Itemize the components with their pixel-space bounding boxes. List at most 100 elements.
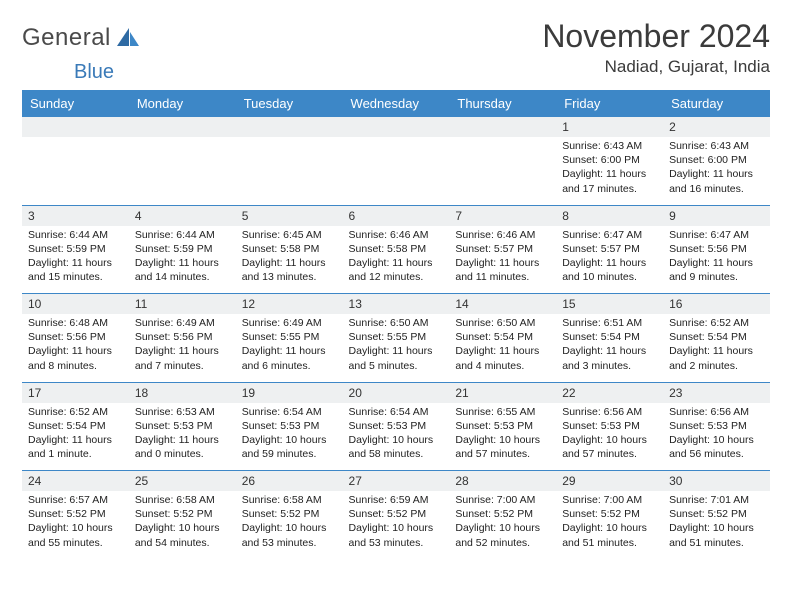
day-detail-cell: Sunrise: 7:01 AMSunset: 5:52 PMDaylight:… (663, 491, 770, 559)
day-detail-cell: Sunrise: 6:50 AMSunset: 5:55 PMDaylight:… (343, 314, 450, 382)
day-detail-cell (22, 137, 129, 205)
sunset-text: Sunset: 5:54 PM (28, 419, 123, 433)
sunrise-text: Sunrise: 6:46 AM (349, 228, 444, 242)
sunset-text: Sunset: 5:57 PM (455, 242, 550, 256)
sunset-text: Sunset: 5:58 PM (242, 242, 337, 256)
sunset-text: Sunset: 5:54 PM (455, 330, 550, 344)
day-number-cell: 6 (343, 205, 450, 226)
daylight-text-1: Daylight: 11 hours (669, 344, 764, 358)
day-number-cell: 22 (556, 382, 663, 403)
day-number-cell: 29 (556, 471, 663, 492)
detail-row: Sunrise: 6:48 AMSunset: 5:56 PMDaylight:… (22, 314, 770, 382)
daylight-text-2: and 1 minute. (28, 447, 123, 461)
daylight-text-2: and 51 minutes. (669, 536, 764, 550)
daynum-row: 10111213141516 (22, 294, 770, 315)
day-detail-cell (343, 137, 450, 205)
daynum-row: 17181920212223 (22, 382, 770, 403)
sunset-text: Sunset: 5:58 PM (349, 242, 444, 256)
daylight-text-1: Daylight: 11 hours (242, 256, 337, 270)
day-number-cell: 23 (663, 382, 770, 403)
sunrise-text: Sunrise: 6:46 AM (455, 228, 550, 242)
day-number-cell: 20 (343, 382, 450, 403)
day-number-cell: 25 (129, 471, 236, 492)
day-detail-cell: Sunrise: 6:47 AMSunset: 5:57 PMDaylight:… (556, 226, 663, 294)
sunset-text: Sunset: 6:00 PM (669, 153, 764, 167)
sunset-text: Sunset: 5:57 PM (562, 242, 657, 256)
detail-row: Sunrise: 6:43 AMSunset: 6:00 PMDaylight:… (22, 137, 770, 205)
sunrise-text: Sunrise: 6:43 AM (562, 139, 657, 153)
sunrise-text: Sunrise: 6:57 AM (28, 493, 123, 507)
day-detail-cell: Sunrise: 6:43 AMSunset: 6:00 PMDaylight:… (556, 137, 663, 205)
detail-row: Sunrise: 6:57 AMSunset: 5:52 PMDaylight:… (22, 491, 770, 559)
day-detail-cell (449, 137, 556, 205)
logo-word-blue: Blue (74, 61, 114, 83)
sunset-text: Sunset: 6:00 PM (562, 153, 657, 167)
daylight-text-1: Daylight: 11 hours (455, 344, 550, 358)
day-detail-cell: Sunrise: 6:59 AMSunset: 5:52 PMDaylight:… (343, 491, 450, 559)
day-number-cell: 14 (449, 294, 556, 315)
day-detail-cell: Sunrise: 7:00 AMSunset: 5:52 PMDaylight:… (556, 491, 663, 559)
daylight-text-2: and 58 minutes. (349, 447, 444, 461)
day-number-cell: 10 (22, 294, 129, 315)
daylight-text-1: Daylight: 11 hours (562, 167, 657, 181)
day-number-cell: 12 (236, 294, 343, 315)
daylight-text-2: and 7 minutes. (135, 359, 230, 373)
day-detail-cell: Sunrise: 6:57 AMSunset: 5:52 PMDaylight:… (22, 491, 129, 559)
daylight-text-1: Daylight: 11 hours (242, 344, 337, 358)
day-detail-cell: Sunrise: 6:45 AMSunset: 5:58 PMDaylight:… (236, 226, 343, 294)
daynum-row: 3456789 (22, 205, 770, 226)
sunrise-text: Sunrise: 6:49 AM (242, 316, 337, 330)
sunrise-text: Sunrise: 7:00 AM (562, 493, 657, 507)
day-number-cell (449, 117, 556, 137)
daylight-text-2: and 59 minutes. (242, 447, 337, 461)
day-number-cell: 16 (663, 294, 770, 315)
daylight-text-1: Daylight: 11 hours (562, 256, 657, 270)
day-number-cell: 5 (236, 205, 343, 226)
sunrise-text: Sunrise: 6:44 AM (135, 228, 230, 242)
page-title: November 2024 (542, 18, 770, 55)
daylight-text-2: and 8 minutes. (28, 359, 123, 373)
daynum-row: 24252627282930 (22, 471, 770, 492)
sunrise-text: Sunrise: 6:58 AM (242, 493, 337, 507)
day-detail-cell: Sunrise: 6:48 AMSunset: 5:56 PMDaylight:… (22, 314, 129, 382)
sunrise-text: Sunrise: 6:50 AM (455, 316, 550, 330)
sunset-text: Sunset: 5:52 PM (669, 507, 764, 521)
daylight-text-1: Daylight: 10 hours (669, 521, 764, 535)
day-number-cell (129, 117, 236, 137)
day-detail-cell: Sunrise: 6:54 AMSunset: 5:53 PMDaylight:… (343, 403, 450, 471)
daylight-text-2: and 12 minutes. (349, 270, 444, 284)
daylight-text-2: and 55 minutes. (28, 536, 123, 550)
day-detail-cell: Sunrise: 6:54 AMSunset: 5:53 PMDaylight:… (236, 403, 343, 471)
daylight-text-1: Daylight: 11 hours (135, 256, 230, 270)
day-detail-cell: Sunrise: 6:46 AMSunset: 5:58 PMDaylight:… (343, 226, 450, 294)
daylight-text-1: Daylight: 10 hours (669, 433, 764, 447)
sunset-text: Sunset: 5:53 PM (135, 419, 230, 433)
daylight-text-2: and 10 minutes. (562, 270, 657, 284)
weekday-header: Wednesday (343, 90, 450, 117)
sunset-text: Sunset: 5:54 PM (562, 330, 657, 344)
daylight-text-1: Daylight: 11 hours (28, 433, 123, 447)
daylight-text-2: and 6 minutes. (242, 359, 337, 373)
daylight-text-1: Daylight: 10 hours (349, 521, 444, 535)
day-detail-cell: Sunrise: 6:52 AMSunset: 5:54 PMDaylight:… (663, 314, 770, 382)
sunset-text: Sunset: 5:53 PM (349, 419, 444, 433)
daylight-text-1: Daylight: 10 hours (562, 521, 657, 535)
logo: General (22, 18, 143, 53)
sunset-text: Sunset: 5:53 PM (669, 419, 764, 433)
day-detail-cell: Sunrise: 6:46 AMSunset: 5:57 PMDaylight:… (449, 226, 556, 294)
day-number-cell: 18 (129, 382, 236, 403)
sunrise-text: Sunrise: 6:54 AM (349, 405, 444, 419)
day-number-cell: 30 (663, 471, 770, 492)
daylight-text-1: Daylight: 10 hours (455, 521, 550, 535)
day-detail-cell: Sunrise: 6:58 AMSunset: 5:52 PMDaylight:… (129, 491, 236, 559)
sunrise-text: Sunrise: 6:49 AM (135, 316, 230, 330)
daylight-text-1: Daylight: 11 hours (562, 344, 657, 358)
daylight-text-2: and 17 minutes. (562, 182, 657, 196)
daylight-text-1: Daylight: 10 hours (28, 521, 123, 535)
sunset-text: Sunset: 5:55 PM (349, 330, 444, 344)
day-number-cell: 28 (449, 471, 556, 492)
daylight-text-2: and 52 minutes. (455, 536, 550, 550)
day-number-cell (236, 117, 343, 137)
day-detail-cell: Sunrise: 6:56 AMSunset: 5:53 PMDaylight:… (663, 403, 770, 471)
daylight-text-1: Daylight: 11 hours (349, 344, 444, 358)
